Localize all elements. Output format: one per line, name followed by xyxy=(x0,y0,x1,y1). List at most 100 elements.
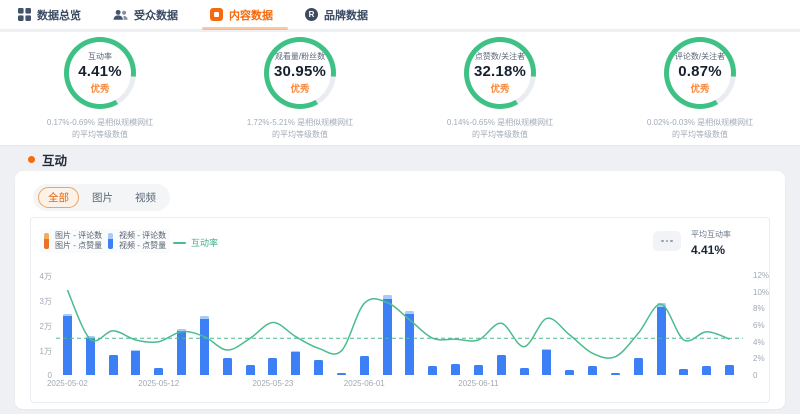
people-icon xyxy=(113,9,128,21)
section-header: 互动 xyxy=(28,150,67,169)
y-axis-tick-left: 2万 xyxy=(39,322,52,331)
x-axis-tick: 2025-05-12 xyxy=(138,379,180,388)
x-axis-tick: 2025-05-23 xyxy=(252,379,294,388)
chart-bar[interactable] xyxy=(542,348,552,375)
chart-bar[interactable] xyxy=(496,355,506,375)
chart-bar[interactable] xyxy=(679,368,689,375)
section-title: 互动 xyxy=(42,154,68,168)
y-axis-tick-left: 1万 xyxy=(39,347,52,356)
y-axis-tick-right: 8% xyxy=(753,304,765,314)
chart-bar[interactable] xyxy=(85,336,95,375)
tab-data-overview[interactable]: 数据总览 xyxy=(18,0,81,30)
top-nav: 数据总览 受众数据 内容数据 R 品牌数据 xyxy=(0,0,800,30)
tab-content-data[interactable]: 内容数据 xyxy=(202,0,288,30)
y-axis-tick-left: 3万 xyxy=(39,297,52,306)
chart-bar[interactable] xyxy=(359,356,369,375)
chart-bar[interactable] xyxy=(131,350,141,375)
gauge-caption: 0.14%-0.65% 是相似规模网红 的平均等级数值 xyxy=(446,118,554,139)
legend-line-icon xyxy=(173,241,186,244)
chart-bar[interactable] xyxy=(336,372,346,375)
gauge-rating-badge: 优秀 xyxy=(90,84,110,95)
tab-brand-data[interactable]: R 品牌数据 xyxy=(305,0,368,30)
tab-audience-data[interactable]: 受众数据 xyxy=(113,0,178,30)
section-bullet-icon xyxy=(28,156,35,163)
tab-label: 受众数据 xyxy=(134,9,178,22)
gauge-title: 点赞数/关注者 xyxy=(474,52,526,61)
chart-more-button[interactable] xyxy=(653,231,681,251)
chart-bar[interactable] xyxy=(177,328,187,375)
chart-bar[interactable] xyxy=(702,366,712,375)
y-axis-tick-left: 4万 xyxy=(39,272,52,281)
chart-bar[interactable] xyxy=(268,357,278,375)
gauge-value: 0.87% xyxy=(678,63,722,80)
filter-images[interactable]: 图片 xyxy=(92,192,113,204)
gauge-caption: 0.17%-0.69% 是相似规模网红 的平均等级数值 xyxy=(46,118,154,139)
y-axis-tick-right: 12% xyxy=(753,271,770,280)
gauge-title: 互动率 xyxy=(88,52,112,61)
chart-bar[interactable] xyxy=(473,365,483,375)
chart-bar[interactable] xyxy=(222,357,232,375)
chart-bar[interactable] xyxy=(314,360,324,375)
content-icon xyxy=(210,8,223,21)
chart-bar[interactable] xyxy=(62,313,72,375)
gauge-engagement-rate: 互动率 4.41% 优秀 0.17%-0.69% 是相似规模网红 的平均等级数值 xyxy=(0,32,200,145)
y-axis-tick-right: 0 xyxy=(753,371,758,380)
chart-bar[interactable] xyxy=(199,316,209,375)
y-axis-tick-left: 0 xyxy=(47,371,52,380)
average-rate-summary: 平均互动率 4.41% xyxy=(691,229,731,257)
gauge-rating-badge: 优秀 xyxy=(690,84,710,95)
chart-bar[interactable] xyxy=(382,295,392,375)
chart-bar[interactable] xyxy=(725,365,735,375)
y-axis-tick-right: 10% xyxy=(753,287,770,297)
chart-bar[interactable] xyxy=(451,363,461,375)
dots-icon xyxy=(661,239,664,243)
active-tab-indicator xyxy=(202,26,288,30)
media-filter-group: 全部 图片 视频 xyxy=(33,184,170,211)
gauge-likes-per-followers: 点赞数/关注者 32.18% 优秀 0.14%-0.65% 是相似规模网红 的平均… xyxy=(400,32,600,145)
y-axis-tick-right: 2% xyxy=(753,354,765,364)
legend-label: 互动率 xyxy=(191,238,219,248)
gauge-caption: 0.02%-0.03% 是相似规模网红 的平均等级数值 xyxy=(646,118,754,139)
gauge-value: 4.41% xyxy=(78,63,122,80)
brand-icon: R xyxy=(305,8,318,21)
tab-label: 品牌数据 xyxy=(324,9,368,22)
chart-bar[interactable] xyxy=(656,302,666,375)
chart-bar[interactable] xyxy=(610,372,620,375)
chart-bar[interactable] xyxy=(245,365,255,375)
chart-bar[interactable] xyxy=(405,311,415,375)
legend-engagement-rate[interactable]: 互动率 xyxy=(173,236,218,249)
legend-bar-icon xyxy=(108,233,113,249)
gauge-rating-badge: 优秀 xyxy=(290,84,310,95)
gauge-comments-per-followers: 评论数/关注者 0.87% 优秀 0.02%-0.03% 是相似规模网红 的平均等… xyxy=(600,32,800,145)
legend-bar-icon xyxy=(44,233,49,249)
gauge-ring: 互动率 4.41% 优秀 xyxy=(64,37,136,109)
legend-label: 图片 - 评论数 图片 - 点赞量 xyxy=(55,231,103,250)
gauge-value: 30.95% xyxy=(273,63,327,80)
chart-bar[interactable] xyxy=(565,370,575,375)
legend-images[interactable]: 图片 - 评论数 图片 - 点赞量 xyxy=(40,229,107,253)
gauge-title: 评论数/关注者 xyxy=(674,52,726,61)
chart-bar[interactable] xyxy=(428,366,438,375)
gauge-title: 观看量/粉丝数 xyxy=(274,52,326,61)
y-axis-tick-right: 6% xyxy=(753,321,765,330)
chart-bar[interactable] xyxy=(154,367,164,375)
chart-bar[interactable] xyxy=(108,355,118,375)
filter-all[interactable]: 全部 xyxy=(38,187,79,208)
tab-label: 内容数据 xyxy=(229,9,273,22)
average-rate-value: 4.41% xyxy=(691,243,726,257)
gauge-value: 32.18% xyxy=(473,63,527,80)
average-rate-label: 平均互动率 xyxy=(691,230,731,239)
grid-icon xyxy=(18,8,31,21)
gauge-ring: 点赞数/关注者 32.18% 优秀 xyxy=(464,37,536,109)
chart-bar[interactable] xyxy=(291,351,301,375)
legend-label: 视频 - 评论数 视频 - 点赞量 xyxy=(119,231,167,250)
interaction-chart[interactable]: 0 1万 2万 3万 4万 0 2% 4% 6% 8% 10% 12% 2025-05-02 2025-… xyxy=(31,218,769,402)
chart-bar[interactable] xyxy=(633,357,643,375)
tab-label: 数据总览 xyxy=(37,9,81,22)
chart-bar[interactable] xyxy=(588,366,598,375)
gauge-rating-badge: 优秀 xyxy=(490,84,510,95)
chart-bar[interactable] xyxy=(519,367,529,375)
y-axis-tick-right: 4% xyxy=(753,337,765,347)
legend-videos[interactable]: 视频 - 评论数 视频 - 点赞量 xyxy=(104,229,171,253)
filter-videos[interactable]: 视频 xyxy=(135,192,156,204)
